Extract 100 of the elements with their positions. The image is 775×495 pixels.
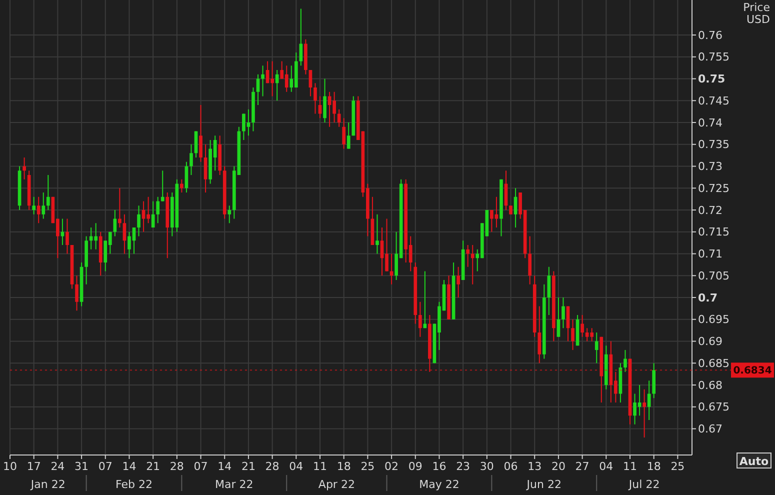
candlestick <box>46 174 50 210</box>
y-tick-label: 0.74 <box>698 116 722 130</box>
candlestick <box>418 301 422 338</box>
candlestick <box>318 96 322 119</box>
y-tick-label: 0.695 <box>698 313 730 326</box>
candlestick <box>261 65 264 97</box>
auto-button: Auto <box>736 452 772 468</box>
candlestick <box>470 244 474 285</box>
x-tick-label: 21 <box>146 460 160 473</box>
x-tick-label: 13 <box>528 460 542 473</box>
y-tick-label: 0.76 <box>698 28 722 42</box>
candlestick <box>308 70 312 97</box>
text: Jan 22 <box>30 478 66 491</box>
candlestick <box>299 8 303 66</box>
text: Feb 22 <box>116 478 152 491</box>
x-tick-label: 21 <box>241 460 256 473</box>
y-tick-label: 0.73 <box>698 160 722 174</box>
candlestick <box>456 266 460 298</box>
x-tick-label: 24 <box>50 460 65 473</box>
y-tick-label: 0.685 <box>698 356 730 370</box>
x-tick-label: 02 <box>384 460 399 473</box>
candlestick <box>528 236 532 285</box>
x-tick-label: 20 <box>551 460 566 473</box>
candlestick <box>514 188 518 228</box>
candlestick <box>228 205 232 224</box>
y-tick-label: 0.67 <box>698 422 722 436</box>
text: May 22 <box>419 478 460 491</box>
candlestick <box>346 122 350 150</box>
candlestick <box>160 170 164 202</box>
candlestick <box>562 297 565 329</box>
candlestick <box>122 214 126 254</box>
y-tick-label: 0.705 <box>698 269 730 282</box>
candlestick <box>538 306 542 364</box>
candlestick <box>624 350 627 372</box>
x-tick-label: 06 <box>504 460 518 473</box>
x-tick-label: 18 <box>336 460 351 473</box>
x-tick-label: 23 <box>456 460 470 473</box>
candlestick <box>314 82 317 114</box>
x-tick-label: 14 <box>218 460 232 473</box>
candlestick <box>652 362 656 399</box>
x-tick-label: 11 <box>623 460 637 473</box>
text: Jun 22 <box>526 478 562 491</box>
y-tick-label: 0.7 <box>698 291 718 304</box>
y-tick-label: 0.715 <box>698 226 730 239</box>
candlestick <box>156 196 160 224</box>
x-tick-label: 07 <box>194 460 208 473</box>
candlestick <box>66 218 69 254</box>
candlestick <box>60 218 64 246</box>
x-tick-label: 07 <box>98 460 112 473</box>
candlestick <box>323 78 326 123</box>
candlestick <box>42 192 46 220</box>
y-axis-title: Price USD <box>743 1 770 26</box>
x-tick-label: 28 <box>265 460 280 473</box>
candlestick <box>36 196 40 224</box>
candlestick <box>594 332 598 364</box>
candlestick <box>22 157 26 180</box>
candlestick <box>137 205 140 237</box>
y-tick-label: 0.735 <box>698 138 730 152</box>
candlestick <box>32 196 36 215</box>
y-tick-label: 0.755 <box>698 50 730 64</box>
y-tick-label: 0.68 <box>698 378 722 392</box>
x-tick-label: 25 <box>670 460 685 473</box>
candlestick <box>466 244 470 268</box>
candlestick <box>556 297 560 338</box>
x-tick-label: 14 <box>122 460 136 473</box>
candlestick <box>75 275 78 312</box>
x-tick-label: 16 <box>432 460 446 473</box>
candlestick <box>642 388 646 438</box>
candlestick <box>190 144 193 176</box>
x-tick-label: 30 <box>480 460 494 473</box>
x-tick-label: 18 <box>646 460 661 473</box>
y-tick-label: 0.71 <box>698 248 722 261</box>
y-tick-label: 0.745 <box>698 94 730 108</box>
candlestick <box>547 266 551 316</box>
text: Apr 22 <box>318 478 355 491</box>
candlestick <box>180 178 184 193</box>
x-tick-label: 27 <box>575 460 590 473</box>
x-tick-label: 31 <box>74 460 89 473</box>
text: Jul 22 <box>628 478 660 491</box>
candlestick <box>571 318 574 350</box>
x-tick-label: 11 <box>313 460 327 473</box>
candlestick <box>580 314 584 338</box>
y-tick-label: 0.75 <box>698 72 726 86</box>
x-tick-label: 25 <box>360 460 375 473</box>
x-tick-label: 10 <box>3 460 17 473</box>
x-tick-label: 09 <box>408 460 422 473</box>
candlestick <box>342 118 346 150</box>
candlestick <box>118 188 122 228</box>
text: Mar 22 <box>215 478 254 491</box>
candlestick <box>199 104 202 162</box>
y-tick-label: 0.725 <box>698 182 730 195</box>
y-tick-label: 0.72 <box>698 204 722 217</box>
x-tick-label: 17 <box>26 460 41 473</box>
x-tick-label: 04 <box>289 460 304 473</box>
y-tick-label: 0.69 <box>698 335 722 348</box>
x-tick-label: 04 <box>599 460 614 473</box>
ref-line-label: 0.6834 <box>733 366 772 377</box>
x-tick-label: 28 <box>170 460 184 473</box>
y-tick-label: 0.675 <box>698 400 730 414</box>
candlestick <box>376 214 379 254</box>
